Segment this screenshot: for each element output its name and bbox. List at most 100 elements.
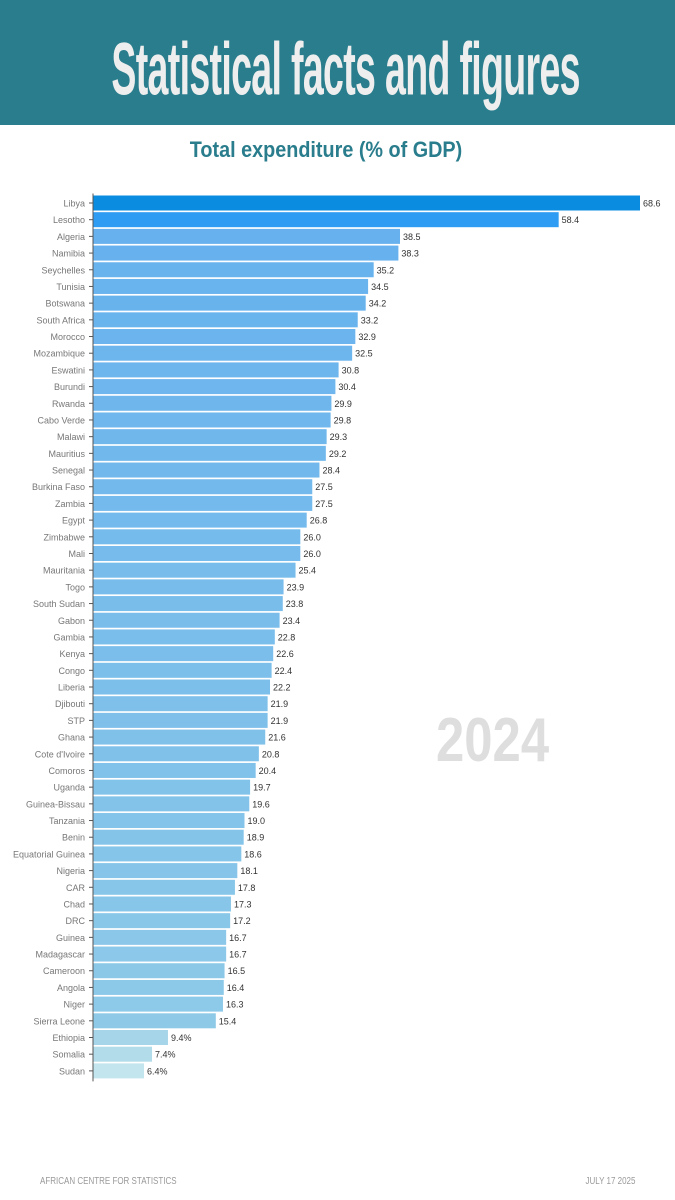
bar (93, 228, 400, 244)
category-label: Uganda (53, 783, 85, 793)
data-label: 17.3 (234, 899, 252, 909)
category-label: Senegal (52, 466, 85, 476)
bar (93, 412, 331, 428)
data-label: 26.8 (310, 516, 328, 526)
footer-organization: AFRICAN CENTRE FOR STATISTICS (40, 1176, 177, 1187)
bar (93, 1046, 153, 1062)
category-label: Egypt (62, 516, 86, 526)
category-label: Burkina Faso (32, 482, 85, 492)
bar (93, 846, 242, 862)
data-label: 34.5 (371, 282, 389, 292)
bar (93, 896, 231, 912)
category-label: Gambia (53, 632, 85, 642)
category-label: Eswatini (51, 365, 85, 375)
data-label: 16.3 (226, 1000, 244, 1010)
category-label: South Sudan (33, 599, 85, 609)
category-label: Mali (68, 549, 85, 559)
data-label: 16.7 (229, 933, 247, 943)
page-title: Statistical facts and figures (111, 27, 580, 111)
data-label: 17.2 (233, 916, 251, 926)
bar (93, 729, 266, 745)
category-label: Libya (63, 199, 85, 209)
category-label: Tanzania (49, 816, 85, 826)
category-label: Namibia (52, 249, 85, 259)
data-label: 7.4% (155, 1050, 176, 1060)
data-label: 22.6 (276, 649, 294, 659)
category-label: Ghana (58, 733, 85, 743)
category-label: Rwanda (52, 399, 85, 409)
bar (93, 295, 366, 311)
bar (93, 746, 259, 762)
data-label: 21.9 (271, 716, 289, 726)
bar (93, 779, 251, 795)
category-label: Angola (57, 983, 85, 993)
data-label: 58.4 (562, 215, 580, 225)
bar (93, 462, 320, 478)
category-label: STP (67, 716, 85, 726)
data-label: 18.9 (247, 833, 265, 843)
data-label: 18.6 (244, 849, 262, 859)
category-label: Mauritania (43, 566, 85, 576)
bar (93, 362, 339, 378)
data-label: 23.8 (286, 599, 304, 609)
data-label: 32.9 (358, 332, 376, 342)
bar (93, 879, 235, 895)
data-label: 30.4 (338, 382, 356, 392)
data-label: 29.2 (329, 449, 347, 459)
category-label: Botswana (45, 299, 85, 309)
bar (93, 212, 559, 228)
bar (93, 1030, 168, 1045)
bar (93, 529, 301, 545)
data-label: 15.4 (219, 1016, 237, 1026)
bar (93, 195, 640, 211)
category-label: DRC (66, 916, 86, 926)
bar (93, 379, 336, 395)
bar (93, 395, 332, 411)
bar (93, 929, 227, 945)
chart-title: Total expenditure (% of GDP) (189, 137, 463, 162)
year-watermark: 2024 (436, 706, 550, 775)
bar (93, 445, 326, 461)
data-label: 38.5 (403, 232, 421, 242)
category-label: Niger (63, 1000, 85, 1010)
category-label: Tunisia (56, 282, 85, 292)
data-label: 9.4% (171, 1033, 192, 1043)
header-banner: Statistical facts and figures (0, 0, 675, 125)
category-label: Cabo Verde (37, 415, 85, 425)
category-label: Mozambique (33, 349, 85, 359)
bar (93, 1063, 145, 1079)
data-label: 38.3 (401, 249, 419, 259)
data-label: 23.4 (283, 616, 301, 626)
category-label: Sudan (59, 1066, 85, 1076)
data-label: 29.3 (330, 432, 348, 442)
data-label: 19.6 (252, 799, 270, 809)
bar (93, 612, 280, 628)
bar (93, 329, 356, 345)
data-label: 17.8 (238, 883, 256, 893)
category-label: Seychelles (41, 265, 85, 275)
bar (93, 662, 272, 678)
category-label: Cameroon (43, 966, 85, 976)
bar (93, 996, 223, 1012)
data-label: 30.8 (342, 365, 360, 375)
category-label: Madagascar (35, 950, 85, 960)
data-label: 29.8 (334, 415, 352, 425)
data-label: 19.7 (253, 783, 271, 793)
bar (93, 1013, 216, 1029)
data-label: 28.4 (322, 466, 340, 476)
bar (93, 579, 284, 595)
category-label: Equatorial Guinea (13, 849, 85, 859)
data-label: 21.9 (271, 699, 289, 709)
category-label: Cote d'Ivoire (35, 749, 85, 759)
bar (93, 429, 327, 445)
category-label: Zambia (55, 499, 85, 509)
data-label: 20.4 (259, 766, 277, 776)
category-label: Zimbabwe (43, 532, 85, 542)
category-label: Sierra Leone (33, 1016, 85, 1026)
bar (93, 495, 313, 511)
bar (93, 762, 256, 778)
data-label: 16.5 (228, 966, 246, 976)
bar (93, 245, 399, 261)
category-label: Lesotho (53, 215, 85, 225)
